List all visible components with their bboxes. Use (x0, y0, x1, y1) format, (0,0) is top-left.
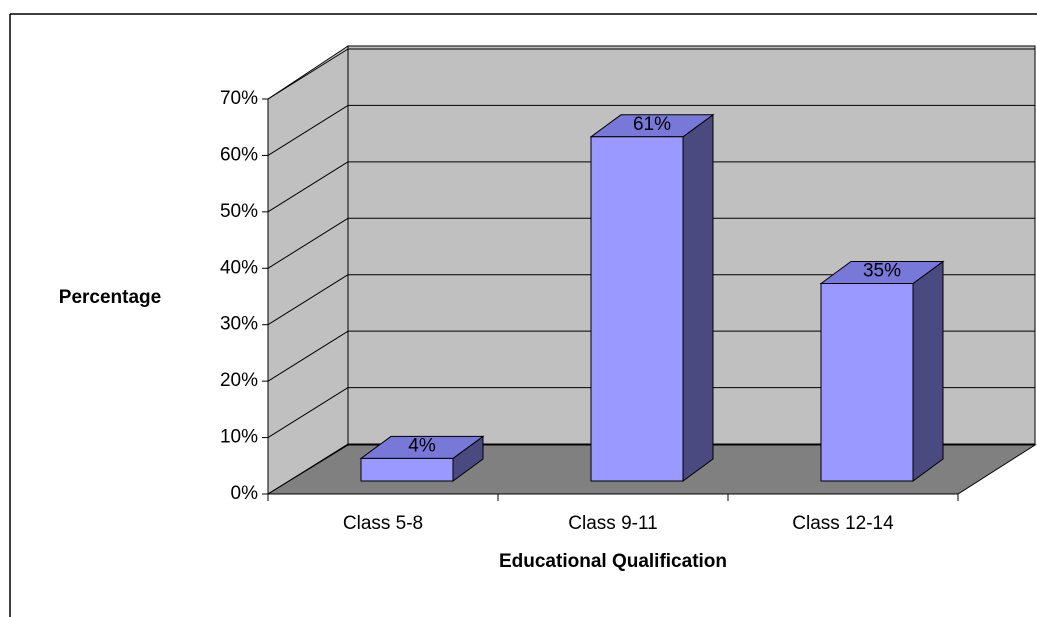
bar-side (912, 260, 944, 482)
y-tick-label: 20% (220, 370, 258, 391)
bar (590, 136, 684, 482)
y-tick-label: 50% (220, 201, 258, 222)
y-tick-label: 40% (220, 257, 258, 278)
data-label: 35% (863, 261, 901, 282)
grid-line (267, 161, 349, 213)
y-tick-label: 60% (220, 144, 258, 165)
data-label: 4% (408, 435, 436, 456)
grid-line (267, 274, 349, 326)
grid-line (267, 387, 349, 438)
y-tick-label: 10% (220, 427, 258, 448)
grid-line (267, 105, 349, 156)
y-tick-label: 0% (231, 483, 259, 504)
grid-line (267, 217, 349, 269)
x-axis-title: Educational Qualification (499, 551, 727, 572)
x-tick-label: Class 5-8 (343, 513, 423, 534)
x-tick-label: Class 9-11 (568, 513, 657, 534)
y-tick-label: 30% (220, 314, 258, 335)
bar-side (682, 113, 714, 482)
grid-line (267, 48, 349, 100)
grid-line (267, 443, 349, 495)
x-tick-label: Class 12-14 (792, 513, 894, 534)
grid-line (267, 330, 349, 382)
y-tick-label: 70% (220, 88, 258, 109)
y-axis-title: Percentage (59, 287, 161, 308)
bar (360, 457, 454, 482)
bar (820, 283, 914, 482)
data-label: 61% (633, 114, 671, 135)
